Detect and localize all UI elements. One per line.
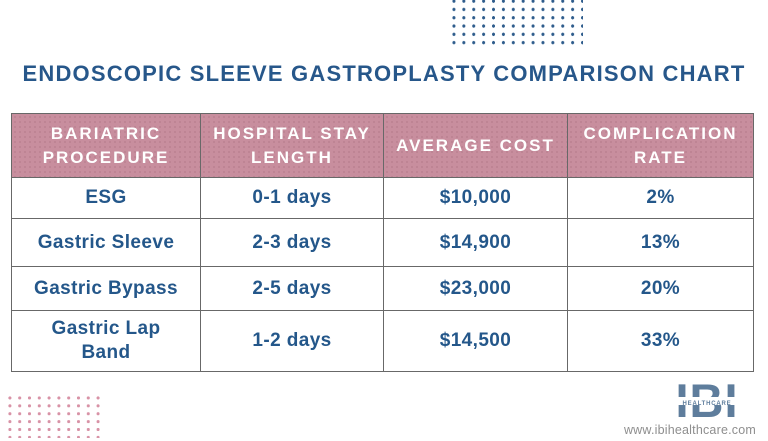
- column-header-average-cost: AVERAGE COST: [383, 113, 568, 178]
- cell-stay-length: 1-2 days: [200, 310, 384, 372]
- cell-average-cost: $10,000: [383, 177, 568, 219]
- cell-complication-rate: 2%: [567, 177, 754, 219]
- cell-average-cost: $23,000: [383, 266, 568, 311]
- column-header-complication-rate: COMPLICATION RATE: [567, 113, 754, 178]
- cell-procedure: Gastric Bypass: [11, 266, 201, 311]
- decor-dot-grid-top-right: [449, 0, 583, 45]
- cell-stay-length: 2-5 days: [200, 266, 384, 311]
- cell-average-cost: $14,900: [383, 218, 568, 267]
- cell-stay-length: 0-1 days: [200, 177, 384, 219]
- cell-complication-rate: 13%: [567, 218, 754, 267]
- cell-average-cost: $14,500: [383, 310, 568, 372]
- table-row-gastric-lap-band: Gastric Lap Band 1-2 days $14,500 33%: [11, 310, 754, 372]
- cell-complication-rate: 33%: [567, 310, 754, 372]
- ibi-logo-healthcare-label: HEALTHCARE: [682, 401, 732, 407]
- ibi-healthcare-logo: IBI HEALTHCARE: [670, 377, 744, 424]
- column-header-bariatric-procedure: BARIATRIC PROCEDURE: [11, 113, 201, 178]
- page-title: ENDOSCOPIC SLEEVE GASTROPLASTY COMPARISO…: [22, 61, 746, 86]
- column-header-hospital-stay-length: HOSPITAL STAY LENGTH: [200, 113, 384, 178]
- table-row-gastric-bypass: Gastric Bypass 2-5 days $23,000 20%: [11, 266, 754, 311]
- table-row-esg: ESG 0-1 days $10,000 2%: [11, 177, 754, 219]
- table-header-row: BARIATRIC PROCEDURE HOSPITAL STAY LENGTH…: [11, 113, 754, 178]
- cell-complication-rate: 20%: [567, 266, 754, 311]
- cell-procedure: Gastric Sleeve: [11, 218, 201, 267]
- table-row-gastric-sleeve: Gastric Sleeve 2-3 days $14,900 13%: [11, 218, 754, 267]
- cell-procedure: Gastric Lap Band: [11, 310, 201, 372]
- cell-stay-length: 2-3 days: [200, 218, 384, 267]
- cell-procedure: ESG: [11, 177, 201, 219]
- decor-dot-grid-bottom-left: [5, 394, 103, 438]
- comparison-table: BARIATRIC PROCEDURE HOSPITAL STAY LENGTH…: [11, 113, 754, 372]
- website-url: www.ibihealthcare.com: [623, 423, 756, 437]
- ibi-logo-band: HEALTHCARE: [671, 397, 743, 407]
